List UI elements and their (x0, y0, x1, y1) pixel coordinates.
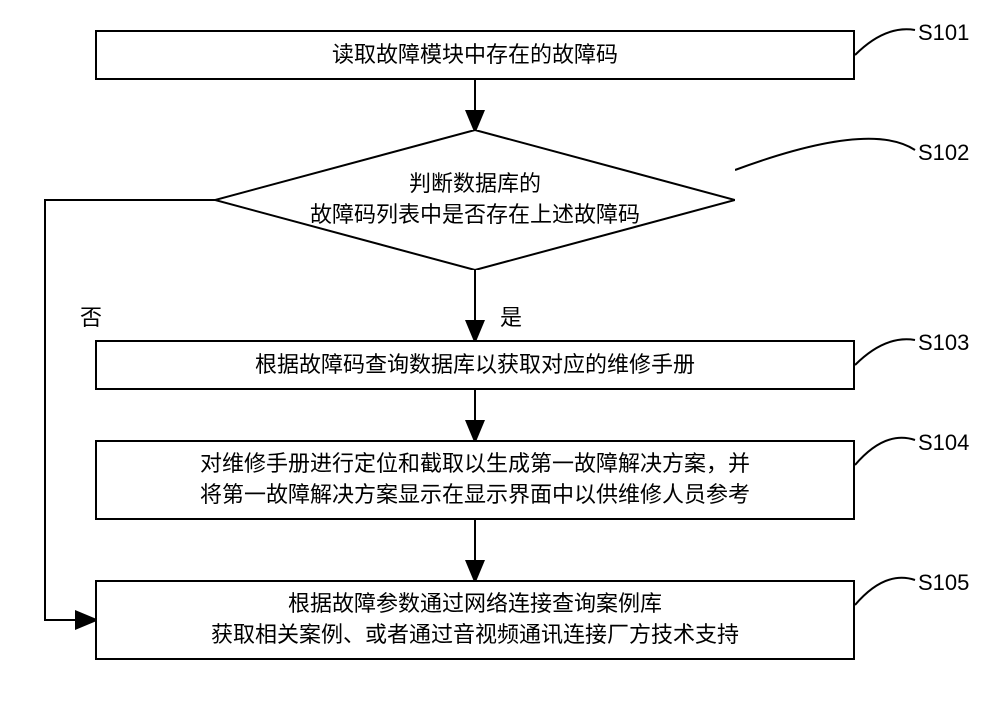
label-s102: S102 (918, 140, 969, 166)
node-s102-text: 判断数据库的 故障码列表中是否存在上述故障码 (310, 169, 640, 231)
node-s104-text: 对维修手册进行定位和截取以生成第一故障解决方案，并 将第一故障解决方案显示在显示… (200, 449, 750, 511)
label-connector-s103 (855, 339, 915, 365)
label-connector-s104 (855, 438, 915, 465)
node-s103: 根据故障码查询数据库以获取对应的维修手册 (95, 340, 855, 390)
node-s105: 根据故障参数通过网络连接查询案例库 获取相关案例、或者通过音视频通讯连接厂方技术… (95, 580, 855, 660)
edge-label-yes: 是 (500, 300, 522, 332)
node-s104: 对维修手册进行定位和截取以生成第一故障解决方案，并 将第一故障解决方案显示在显示… (95, 440, 855, 520)
label-connector-s102 (735, 139, 915, 170)
label-s105: S105 (918, 570, 969, 596)
label-s104: S104 (918, 430, 969, 456)
node-s102: 判断数据库的 故障码列表中是否存在上述故障码 (215, 130, 735, 270)
flowchart-canvas: 读取故障模块中存在的故障码 S101 判断数据库的 故障码列表中是否存在上述故障… (0, 0, 1000, 720)
arrow-no-path (45, 200, 215, 620)
label-connector-s101 (855, 29, 915, 55)
edge-label-no: 否 (80, 300, 102, 332)
label-connector-s105 (855, 578, 915, 605)
label-s101: S101 (918, 20, 969, 46)
node-s103-text: 根据故障码查询数据库以获取对应的维修手册 (255, 350, 695, 381)
node-s101: 读取故障模块中存在的故障码 (95, 30, 855, 80)
label-s103: S103 (918, 330, 969, 356)
node-s101-text: 读取故障模块中存在的故障码 (332, 40, 618, 71)
node-s105-text: 根据故障参数通过网络连接查询案例库 获取相关案例、或者通过音视频通讯连接厂方技术… (211, 589, 739, 651)
